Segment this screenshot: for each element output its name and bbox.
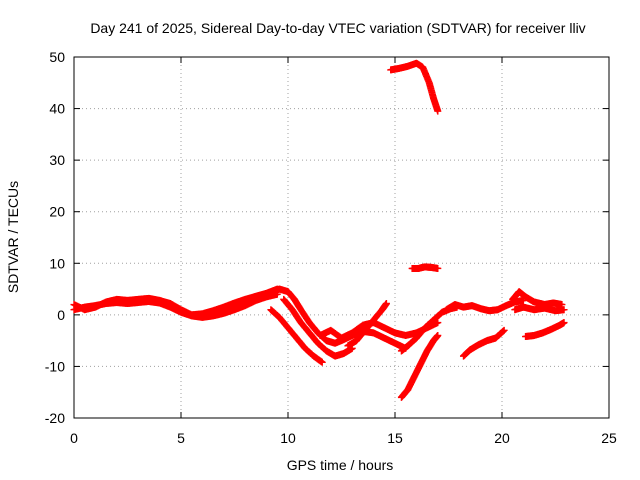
y-axis-label: SDTVAR / TECUs [5, 181, 21, 293]
x-tick-label: 5 [177, 430, 185, 446]
data-point [318, 358, 326, 366]
x-tick-label: 15 [387, 430, 403, 446]
data-point [500, 326, 508, 334]
plot-frame [73, 56, 610, 419]
y-tick-label: 30 [49, 152, 65, 168]
y-tick-label: 20 [49, 204, 65, 220]
data-point [382, 300, 390, 308]
data-point [560, 306, 568, 314]
axis-ticks: 0 5 10 15 20 25 -20 -10 0 10 20 30 40 50 [45, 49, 617, 446]
y-tick-label: -10 [45, 358, 65, 374]
data-point [434, 264, 442, 272]
data-point [434, 107, 442, 115]
grid-lines [74, 57, 609, 418]
chart-title: Day 241 of 2025, Sidereal Day-to-day VTE… [90, 20, 585, 36]
data-point [560, 319, 568, 327]
x-tick-label: 25 [601, 430, 617, 446]
y-tick-label: -20 [45, 410, 65, 426]
y-tick-label: 50 [49, 49, 65, 65]
x-axis-label: GPS time / hours [287, 457, 394, 473]
y-tick-label: 40 [49, 101, 65, 117]
data-point [434, 331, 442, 339]
y-tick-label: 0 [57, 307, 65, 323]
data-point [434, 319, 442, 327]
x-tick-label: 0 [70, 430, 78, 446]
y-tick-label: 10 [49, 255, 65, 271]
data-points [70, 59, 568, 401]
x-tick-label: 10 [280, 430, 296, 446]
x-tick-label: 20 [494, 430, 510, 446]
